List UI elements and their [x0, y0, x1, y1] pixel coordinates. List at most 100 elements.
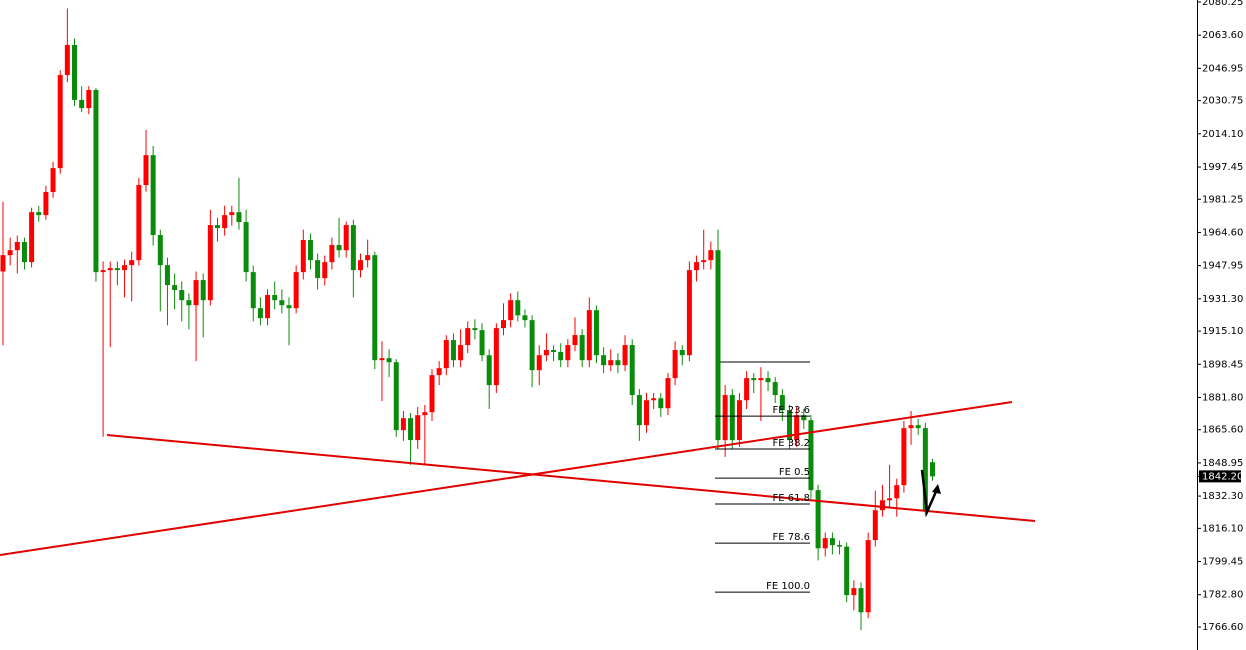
y-tick-label: 1981.25 — [1202, 194, 1243, 205]
fib-label: FE 0.5 — [779, 467, 810, 478]
candle-body — [286, 305, 292, 309]
candle-body — [744, 378, 750, 401]
y-tick-label: 1766.60 — [1202, 622, 1243, 633]
candle-body — [329, 245, 335, 263]
y-tick-label: 1947.95 — [1202, 261, 1243, 272]
candle-body — [722, 395, 728, 441]
candle-body — [300, 240, 306, 273]
candle-body — [122, 265, 128, 271]
candle-body — [608, 360, 614, 366]
candle-body — [250, 272, 256, 309]
candle-body — [136, 185, 142, 261]
candle-body — [622, 345, 628, 366]
candle-body — [107, 268, 113, 271]
y-tick-label: 1997.45 — [1202, 162, 1243, 173]
candle-body — [315, 260, 321, 279]
fib-label: FE 23.6 — [772, 405, 810, 416]
candle-body — [472, 328, 478, 331]
candle-body — [930, 462, 935, 477]
y-tick-label: 2063.60 — [1202, 30, 1243, 41]
candle-body — [0, 255, 6, 272]
candle-body — [515, 300, 521, 316]
candle-body — [844, 546, 850, 596]
candle-body — [651, 398, 657, 401]
candle-body — [236, 212, 242, 223]
candle-body — [7, 250, 13, 256]
candle-body — [701, 260, 707, 263]
candle-body — [801, 415, 807, 421]
candle-body — [172, 285, 178, 291]
candle-body — [601, 355, 607, 366]
candle-body — [429, 375, 435, 413]
candle-body — [901, 428, 907, 486]
candle-body — [558, 352, 564, 361]
candle-body — [865, 540, 871, 613]
arrow — [920, 469, 940, 517]
candle-body — [93, 89, 99, 273]
candle-body — [543, 350, 549, 356]
candle-body — [736, 400, 742, 441]
y-tick-label: 1816.10 — [1202, 523, 1243, 534]
candle-body — [265, 295, 271, 319]
y-tick-label: 1881.80 — [1202, 392, 1243, 403]
candle-body — [565, 345, 571, 361]
fib-label: FE 78.6 — [772, 532, 810, 543]
candle-body — [686, 270, 692, 356]
candle-body — [14, 242, 20, 251]
candles — [0, 8, 935, 631]
candle-body — [207, 225, 213, 301]
candle-body — [372, 255, 378, 361]
candle-body — [200, 280, 206, 301]
candle-body — [50, 168, 56, 192]
candle-body — [422, 412, 428, 416]
candle-body — [908, 425, 914, 429]
y-tick-label: 1865.60 — [1202, 425, 1243, 436]
candle-body — [408, 418, 414, 441]
y-tick-label: 2014.10 — [1202, 129, 1243, 140]
candle-body — [493, 328, 499, 386]
candle-body — [129, 260, 135, 266]
candle-body — [572, 335, 578, 346]
current-price-box — [1199, 470, 1241, 483]
candle-body — [536, 355, 542, 371]
candle-body — [551, 350, 557, 353]
candle-body — [365, 255, 371, 261]
y-tick-label: 1915.10 — [1202, 326, 1243, 337]
candle-body — [86, 89, 92, 109]
candle-body — [393, 362, 399, 431]
trend-line — [0, 401, 1013, 556]
candle-body — [879, 500, 885, 511]
candle-body — [679, 350, 685, 356]
candle-body — [815, 490, 821, 549]
candle-body — [629, 345, 635, 396]
candle-body — [593, 310, 599, 356]
candle-body — [486, 355, 492, 386]
current-price-label: 1842.20 — [1202, 471, 1243, 482]
candle-body — [150, 155, 156, 236]
candle-body — [529, 320, 535, 371]
candle-body — [272, 295, 278, 301]
trend-line — [106, 434, 1036, 522]
candle-body — [501, 320, 506, 329]
y-tick-label: 1799.45 — [1202, 557, 1243, 568]
candle-body — [458, 345, 464, 361]
candle-body — [415, 415, 421, 441]
candle-body — [157, 235, 163, 266]
candle-body — [400, 418, 406, 431]
candle-body — [772, 382, 778, 396]
candle-body — [450, 340, 456, 361]
candle-body — [186, 300, 192, 306]
y-tick-label: 1832.30 — [1202, 491, 1243, 502]
candle-body — [350, 225, 356, 271]
candle-body — [787, 410, 792, 441]
fib-label: FE 100.0 — [766, 581, 810, 592]
y-tick-label: 2080.25 — [1202, 0, 1243, 8]
candle-body — [872, 510, 878, 541]
candle-body — [72, 44, 77, 100]
y-tick-label: 1782.80 — [1202, 590, 1243, 601]
candle-body — [508, 300, 514, 321]
candle-body — [307, 240, 313, 261]
candle-body — [672, 350, 678, 379]
candle-body — [887, 498, 893, 501]
